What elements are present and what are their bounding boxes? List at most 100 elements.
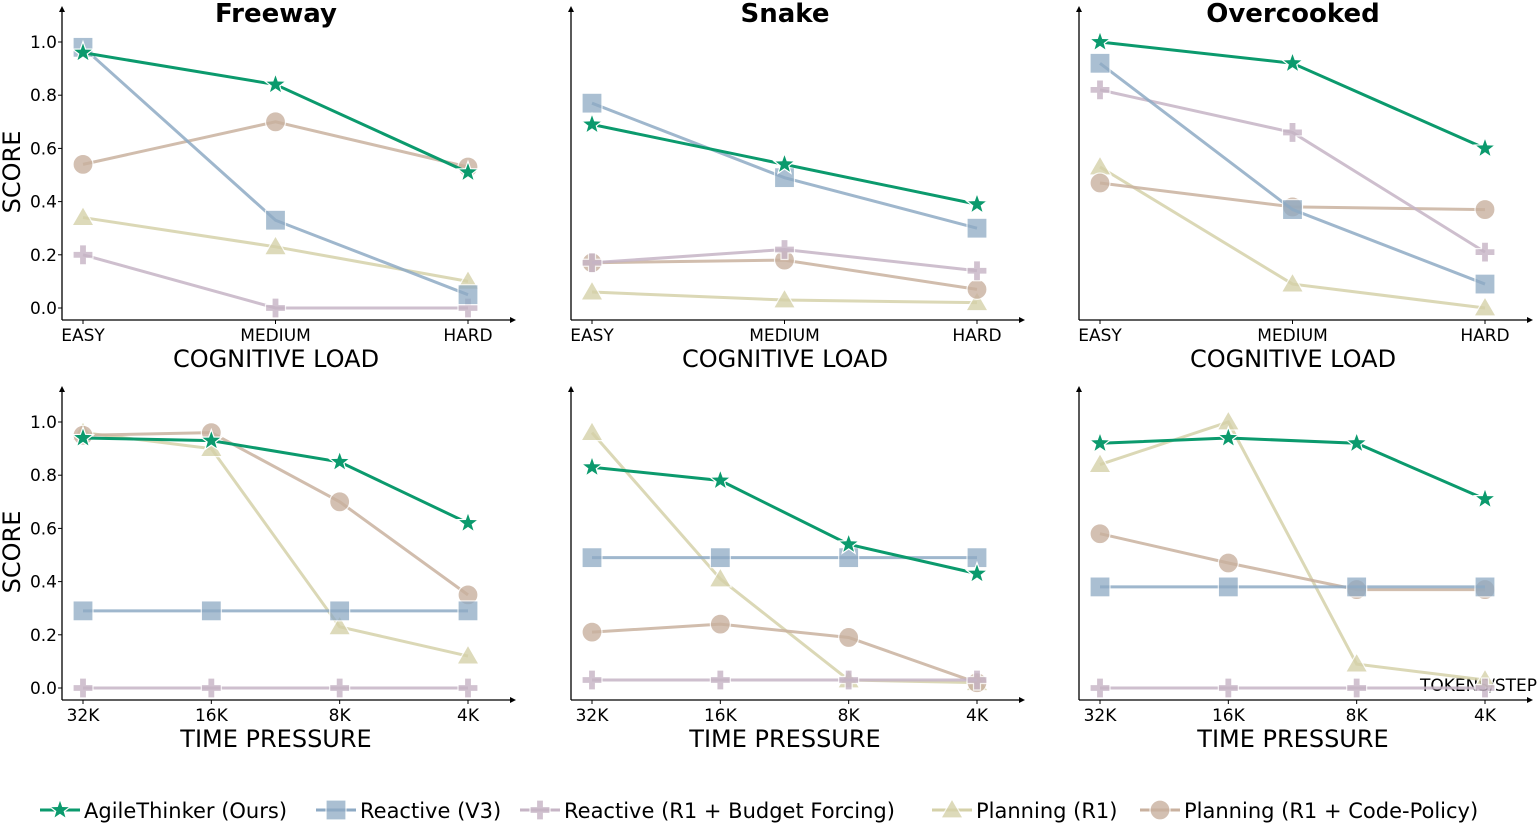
- data-point: [1474, 273, 1496, 295]
- x-axis-label: COGNITIVE LOAD: [173, 345, 379, 373]
- legend-plus-icon: [529, 799, 551, 821]
- series-triangle: [1087, 154, 1498, 317]
- y-tick-label: 0.0: [30, 679, 57, 699]
- x-tick-label: 4K: [1474, 706, 1497, 726]
- x-axis-arrow: [1527, 697, 1533, 703]
- y-axis-arrow: [59, 6, 65, 12]
- panel-overcooked: EASY MEDIUM HARD Overcooked COGNITIVE LOAD: [1076, 0, 1533, 373]
- x-tick-label: MEDIUM: [749, 326, 820, 346]
- data-point: [966, 278, 988, 300]
- y-tick-label: 0.2: [30, 246, 57, 266]
- series-line: [82, 436, 469, 525]
- series-line: [82, 431, 469, 597]
- data-point: [708, 467, 733, 491]
- data-point: [1087, 29, 1113, 53]
- y-tick-label: 0.0: [30, 299, 57, 319]
- series-line: [1099, 88, 1486, 254]
- y-tick-label: 0.4: [30, 573, 57, 593]
- data-point: [838, 547, 860, 569]
- data-point: [1087, 154, 1113, 176]
- data-point: [581, 669, 603, 691]
- panel-title: Freeway: [215, 0, 337, 29]
- data-point: [455, 643, 481, 665]
- series-triangle: [1087, 409, 1498, 689]
- data-point: [709, 613, 731, 635]
- data-point: [1474, 576, 1496, 598]
- x-axis-arrow: [1019, 697, 1025, 703]
- x-axis-label: TIME PRESSURE: [1196, 725, 1388, 753]
- y-axis-arrow: [568, 386, 574, 392]
- data-point: [964, 560, 990, 584]
- legend-square-icon: [325, 799, 347, 821]
- y-axis-label: SCORE: [0, 131, 26, 214]
- panel-time-pressure-1: 32K 16K 8K 4K TIME PRESSURE: [568, 386, 1025, 753]
- data-point: [457, 677, 479, 699]
- y-axis-arrow: [59, 386, 65, 392]
- data-point: [1089, 523, 1111, 545]
- legend: AgileThinker (Ours) Reactive (V3) Reactive…: [40, 797, 1478, 823]
- data-point: [72, 677, 94, 699]
- data-point: [329, 491, 351, 513]
- x-tick-label: 4K: [457, 706, 480, 726]
- x-tick-label: 4K: [966, 706, 989, 726]
- data-point: [1216, 425, 1241, 449]
- x-axis-label: TIME PRESSURE: [688, 725, 880, 753]
- data-point: [1472, 486, 1498, 510]
- data-point: [72, 153, 94, 175]
- data-point: [709, 669, 731, 691]
- series-plus: [1089, 677, 1496, 699]
- data-point: [1344, 430, 1369, 454]
- series-plus: [581, 238, 988, 282]
- x-tick-label: HARD: [1460, 326, 1509, 346]
- data-point: [264, 297, 287, 319]
- x-tick-label: HARD: [952, 326, 1001, 346]
- series-triangle: [70, 420, 481, 665]
- data-point: [838, 669, 860, 691]
- data-point: [581, 547, 603, 569]
- data-point: [327, 449, 352, 473]
- data-point: [70, 205, 96, 227]
- x-axis-arrow: [1019, 317, 1025, 323]
- data-point: [1087, 430, 1113, 454]
- y-tick-label: 0.6: [30, 519, 57, 539]
- x-tick-label: EASY: [1078, 326, 1122, 346]
- data-point: [70, 425, 96, 449]
- y-axis-label: SCORE: [0, 511, 26, 594]
- data-point: [72, 244, 94, 266]
- data-point: [1281, 121, 1304, 144]
- data-point: [263, 71, 288, 95]
- data-point: [579, 454, 605, 478]
- series-circle: [72, 111, 479, 178]
- x-tick-label: MEDIUM: [1257, 326, 1328, 346]
- x-tick-label: 32K: [1084, 706, 1118, 726]
- x-axis-arrow: [510, 697, 516, 703]
- data-point: [1472, 135, 1498, 159]
- x-axis-arrow: [1527, 317, 1533, 323]
- y-tick-label: 0.8: [30, 466, 57, 486]
- legend-item: Reactive (V3): [316, 799, 501, 823]
- legend-label: Reactive (V3): [360, 799, 501, 823]
- data-point: [773, 238, 796, 261]
- data-point: [1217, 576, 1239, 598]
- data-point: [964, 290, 990, 312]
- data-point: [1474, 677, 1496, 699]
- x-axis-label: TIME PRESSURE: [179, 725, 371, 753]
- data-point: [199, 427, 224, 451]
- data-point: [1217, 677, 1239, 699]
- series-plus: [1089, 79, 1496, 263]
- series-star: [70, 39, 481, 183]
- data-point: [457, 284, 479, 306]
- data-point: [455, 159, 481, 183]
- data-point: [200, 600, 222, 622]
- legend-label: AgileThinker (Ours): [84, 799, 287, 823]
- series-star: [1087, 29, 1498, 159]
- legend-star-icon: [47, 797, 73, 821]
- data-point: [1280, 271, 1305, 293]
- data-point: [1280, 50, 1305, 74]
- series-square: [1089, 576, 1496, 598]
- series-line: [591, 622, 978, 685]
- data-point: [329, 600, 351, 622]
- data-point: [838, 626, 860, 649]
- y-axis-arrow: [1076, 6, 1082, 12]
- y-axis-arrow: [568, 6, 574, 12]
